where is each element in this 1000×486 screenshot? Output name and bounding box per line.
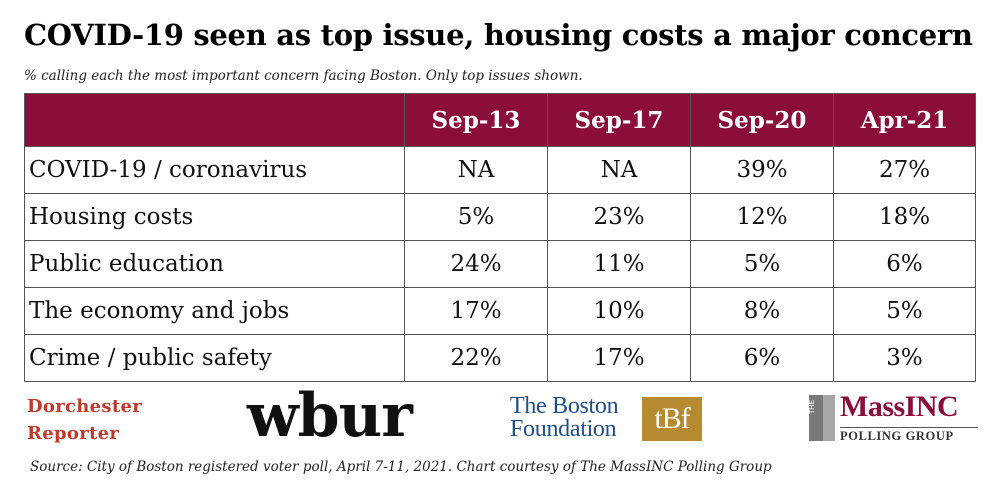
tbf-logo-line1: The Boston (510, 393, 619, 419)
table-cell: 22% (404, 334, 548, 382)
table-cell: 6% (833, 240, 976, 288)
table-cell: 8% (690, 287, 834, 335)
tbf-mark-logo: tBf (642, 397, 702, 441)
massinc-logo-subtitle: POLLING GROUP (840, 427, 978, 444)
table-cell: 23% (547, 193, 691, 241)
chart-subtitle: % calling each the most important concer… (24, 68, 583, 84)
table-row: Crime / public safety 22% 17% 6% 3% (24, 334, 976, 382)
column-header: Apr-21 (833, 93, 976, 147)
row-label: Crime / public safety (24, 334, 405, 382)
table-row: COVID-19 / coronavirus NA NA 39% 27% (24, 146, 976, 194)
table-cell: 12% (690, 193, 834, 241)
table-cell: 6% (690, 334, 834, 382)
tbf-logo-line2: Foundation (510, 416, 617, 442)
table-row: The economy and jobs 17% 10% 8% 5% (24, 287, 976, 335)
header-row: Sep-13 Sep-17 Sep-20 Apr-21 (24, 93, 976, 147)
table-cell: 5% (833, 287, 976, 335)
table-cell: NA (547, 146, 691, 194)
wbur-logo: wbur (247, 381, 413, 451)
header-corner (24, 93, 405, 147)
boston-foundation-logo: The Boston Foundation (510, 393, 619, 442)
massinc-logo: MassINC (840, 390, 959, 423)
table-cell: 17% (547, 334, 691, 382)
table-cell: 27% (833, 146, 976, 194)
row-label: Public education (24, 240, 405, 288)
column-header: Sep-20 (690, 93, 834, 147)
column-header: Sep-13 (404, 93, 548, 147)
dorchester-logo-line2: Reporter (27, 423, 120, 444)
table-cell: 17% (404, 287, 548, 335)
table-cell: 24% (404, 240, 548, 288)
chart-title: COVID-19 seen as top issue, housing cost… (24, 18, 973, 52)
table-cell: NA (404, 146, 548, 194)
table-row: Public education 24% 11% 5% 6% (24, 240, 976, 288)
table-cell: 5% (690, 240, 834, 288)
column-header: Sep-17 (547, 93, 691, 147)
table-cell: 3% (833, 334, 976, 382)
massinc-logo-the: THE (809, 400, 816, 414)
row-label: The economy and jobs (24, 287, 405, 335)
row-label: Housing costs (24, 193, 405, 241)
issues-table: Sep-13 Sep-17 Sep-20 Apr-21 COVID-19 / c… (24, 93, 976, 382)
table-row: Housing costs 5% 23% 12% 18% (24, 193, 976, 241)
table-cell: 5% (404, 193, 548, 241)
table-cell: 11% (547, 240, 691, 288)
row-label: COVID-19 / coronavirus (24, 146, 405, 194)
massinc-logo-bar-light (823, 395, 835, 441)
dorchester-reporter-logo: Dorchester Reporter (27, 393, 142, 447)
table-cell: 10% (547, 287, 691, 335)
source-note: Source: City of Boston registered voter … (30, 459, 772, 475)
dorchester-logo-line1: Dorchester (27, 396, 142, 417)
table-cell: 18% (833, 193, 976, 241)
table-cell: 39% (690, 146, 834, 194)
